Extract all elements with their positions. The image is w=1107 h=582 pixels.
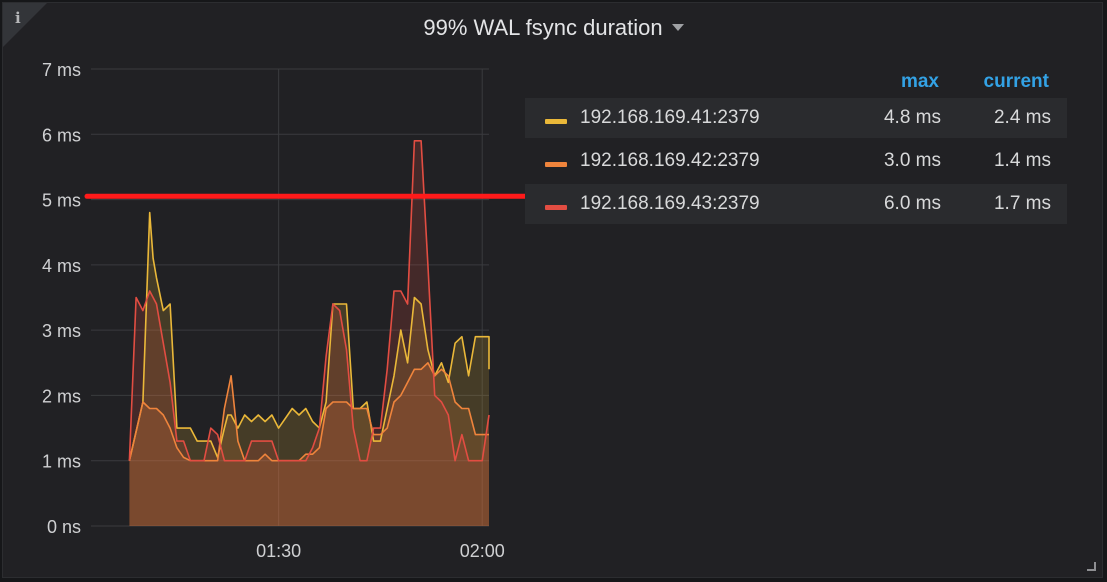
x-axis: 01:30 02:00 bbox=[256, 541, 505, 561]
series-area bbox=[129, 212, 489, 526]
y-tick-label: 2 ms bbox=[42, 386, 81, 406]
legend-current-value: 1.7 ms bbox=[993, 193, 1051, 214]
x-tick-label: 02:00 bbox=[460, 541, 505, 561]
legend-header-current[interactable]: current bbox=[983, 71, 1049, 92]
panel-title[interactable]: 99% WAL fsync duration bbox=[3, 15, 1104, 41]
legend-max-value: 3.0 ms bbox=[883, 150, 941, 171]
caret-down-icon[interactable] bbox=[671, 23, 684, 31]
y-tick-label: 6 ms bbox=[42, 125, 81, 145]
legend-current-value: 2.4 ms bbox=[993, 107, 1051, 128]
legend-max-value: 6.0 ms bbox=[883, 193, 941, 214]
legend-series-name[interactable]: 192.168.169.41:2379 bbox=[580, 107, 760, 128]
legend-current-value: 1.4 ms bbox=[993, 150, 1051, 171]
panel-info-corner[interactable] bbox=[3, 3, 47, 47]
panel-title-text[interactable]: 99% WAL fsync duration bbox=[423, 15, 663, 40]
legend-row[interactable]: 192.168.169.42:2379 3.0 ms 1.4 ms bbox=[525, 141, 1067, 181]
info-icon[interactable]: i bbox=[15, 9, 21, 27]
y-tick-label: 7 ms bbox=[42, 60, 81, 80]
series-area bbox=[129, 140, 489, 527]
legend-series-name[interactable]: 192.168.169.43:2379 bbox=[580, 193, 760, 214]
y-tick-label: 4 ms bbox=[42, 256, 81, 276]
series-area bbox=[129, 362, 489, 526]
y-tick-label: 0 ns bbox=[47, 517, 81, 537]
legend-swatch[interactable] bbox=[545, 205, 567, 210]
legend-max-value: 4.8 ms bbox=[883, 107, 941, 128]
y-axis: 0 ns 1 ms 2 ms 3 ms 4 ms 5 ms 6 ms 7 ms bbox=[42, 60, 81, 537]
y-tick-label: 5 ms bbox=[42, 191, 81, 211]
y-tick-label: 1 ms bbox=[42, 452, 81, 472]
chart-series-areas bbox=[129, 140, 489, 527]
resize-handle-icon[interactable] bbox=[1087, 562, 1096, 571]
legend-swatch[interactable] bbox=[545, 162, 567, 167]
legend-row[interactable]: 192.168.169.43:2379 6.0 ms 1.7 ms bbox=[525, 184, 1067, 224]
y-tick-label: 3 ms bbox=[42, 321, 81, 341]
x-tick-label: 01:30 bbox=[256, 541, 301, 561]
chart-canvas[interactable]: 0 ns 1 ms 2 ms 3 ms 4 ms 5 ms 6 ms 7 ms 01:30 02… bbox=[3, 3, 1104, 579]
chart-grid bbox=[91, 68, 489, 527]
legend-swatch[interactable] bbox=[545, 119, 567, 124]
series-line[interactable] bbox=[128, 140, 490, 462]
legend-series-name[interactable]: 192.168.169.42:2379 bbox=[580, 150, 760, 171]
legend-row[interactable]: 192.168.169.41:2379 4.8 ms 2.4 ms bbox=[525, 98, 1067, 138]
chart-series-lines bbox=[128, 140, 490, 462]
legend-header-max[interactable]: max bbox=[900, 71, 939, 92]
